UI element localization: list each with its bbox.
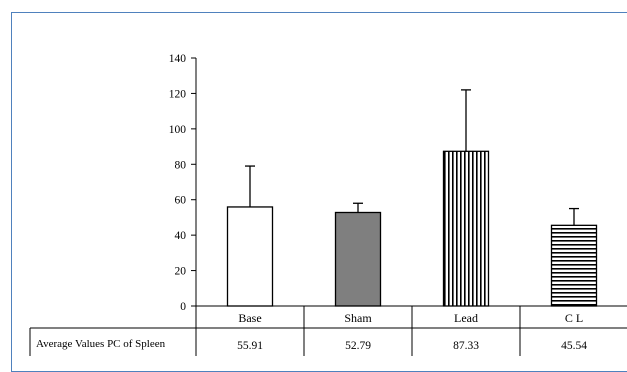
y-tick-label: 100	[169, 124, 187, 136]
bar-sham	[334, 211, 382, 307]
bar-chart: 0 20 40 60 80 100 120 140 Base 55.91 Sham 52.79 Lea…	[29, 53, 627, 356]
data-table-value: 55.91	[237, 340, 263, 352]
x-category-label: Base	[238, 311, 261, 325]
y-tick-label: 20	[175, 266, 187, 278]
y-tick-label: 0	[180, 301, 186, 313]
data-table-series-name: Average Values PC of Spleen	[36, 338, 166, 350]
y-tick-label: 40	[175, 230, 187, 242]
bar-lead	[442, 150, 490, 307]
y-tick-label: 80	[175, 159, 187, 171]
x-category-label: Sham	[344, 311, 372, 325]
data-table-value: 52.79	[345, 340, 371, 352]
bar-c-l	[550, 224, 598, 307]
x-category-label: C L	[565, 311, 583, 325]
y-tick-label: 140	[169, 53, 187, 65]
y-tick-label: 60	[175, 195, 187, 207]
data-table-value: 45.54	[561, 340, 587, 352]
y-tick-label: 120	[169, 88, 187, 100]
data-table-value: 87.33	[453, 340, 479, 352]
x-category-label: Lead	[454, 311, 478, 325]
bar-base	[226, 206, 274, 307]
